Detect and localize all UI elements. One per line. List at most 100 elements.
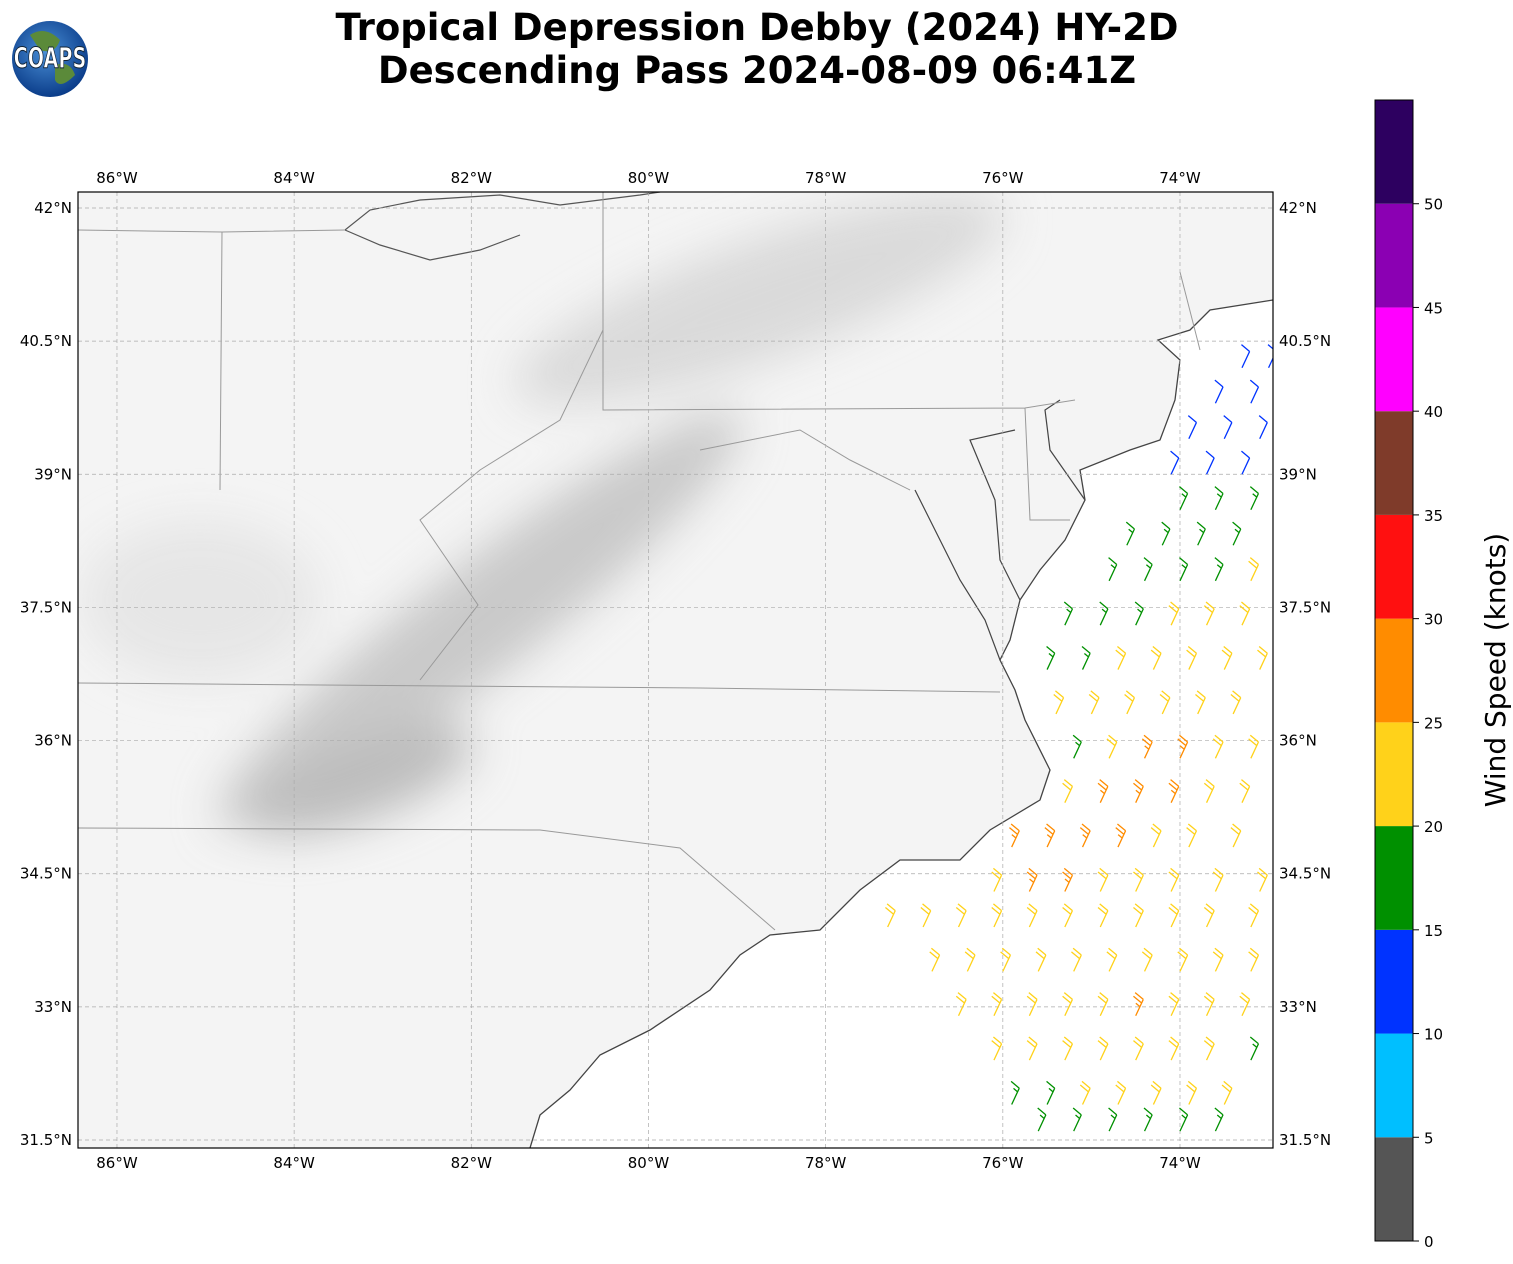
wind-barb [1037,1107,1047,1132]
wind-barb [1106,947,1118,972]
wind-barb [1106,734,1118,759]
wind-barb [1046,1080,1056,1105]
wind-barb [1212,734,1224,759]
colorbar-segment [1375,307,1413,412]
wind-barb [1223,415,1233,440]
wind-barb [1186,1080,1198,1105]
wind-barb [1088,690,1100,715]
lat-tick-label: 36°N [1279,732,1317,750]
wind-barb [1203,601,1215,626]
wind-barb [1177,734,1189,759]
wind-barb [1115,645,1127,670]
lon-tick-label: 82°W [451,169,493,187]
lon-tick-label: 78°W [805,169,847,187]
wind-barb [1179,486,1189,511]
wind-barb [1214,557,1224,582]
coastline [529,299,1273,1148]
wind-barb [1177,947,1189,972]
colorbar-tick-label: 45 [1424,299,1443,317]
wind-barb [991,867,1003,892]
lon-tick-label: 86°W [96,169,138,187]
lon-tick-label: 86°W [96,1154,138,1172]
wind-barb [929,947,941,972]
wind-barb [1248,903,1260,928]
logo-land [30,31,75,84]
wind-barb [1097,992,1109,1017]
colorbar-segment [1375,203,1413,308]
wind-barb [1239,779,1251,803]
wind-barb [1079,1080,1091,1105]
wind-barb [1257,867,1268,892]
colorbar: 0 5 10 15 20 25 30 35 40 45 50 [1374,99,1443,1251]
wind-barb [1000,947,1012,972]
wind-barb [1214,1107,1224,1132]
wind-barb [1214,379,1224,404]
wind-barb [1150,645,1162,670]
wind-barb [1134,601,1144,626]
wind-barb [1026,1036,1038,1061]
wind-barb [1195,690,1206,715]
lon-tick-label: 80°W [628,1154,670,1172]
wind-barb [1212,867,1224,892]
colorbar-tick-label: 0 [1424,1233,1434,1251]
colorbar-segment [1375,514,1413,619]
wind-barb [1221,645,1233,670]
wind-barb [920,903,932,928]
wind-barb [1170,450,1180,475]
wind-barb [1168,1036,1180,1061]
wind-barb [1124,690,1136,715]
colorbar-segment [1375,826,1413,930]
wind-barb [1168,992,1180,1017]
wind-barb [1168,867,1180,892]
colorbar-segment [1375,722,1413,827]
wind-barb [1212,947,1224,972]
lat-tick-label: 33°N [1279,998,1317,1016]
lon-tick-label: 80°W [628,169,670,187]
colorbar-segment [1375,411,1413,515]
wind-barb [1063,601,1074,626]
colorbar-segment [1375,1033,1413,1138]
wind-barb [1203,903,1215,928]
wind-barb [1108,1107,1118,1132]
wind-barb [1203,779,1215,803]
colorbar-tick-label: 30 [1424,611,1443,629]
wind-barb [955,992,967,1017]
lon-tick-label: 74°W [1159,169,1201,187]
wind-barb [1214,486,1224,511]
colorbar-tick-label: 5 [1424,1129,1434,1147]
wind-barb [1053,690,1065,715]
wind-barb [1133,1036,1144,1061]
axis-labels: 86°W 86°W 84°W 84°W 82°W 82°W 80°W 80°W 78°W 78°W… [20,169,1331,1172]
wind-barb [1249,379,1260,404]
wind-barb [1179,557,1189,582]
wind-barb [1141,947,1153,972]
wind-barb [1062,867,1074,892]
wind-barb [1046,645,1056,670]
wind-barb [1241,450,1251,475]
colorbar-tick-label: 40 [1424,403,1443,421]
wind-barb [1072,734,1082,759]
lat-tick-label: 40.5°N [1279,332,1331,350]
wind-barb [1203,1036,1215,1061]
wind-barb [1168,903,1180,928]
wind-barb [1150,823,1162,848]
wind-barb [1097,779,1109,803]
wind-barb [1133,992,1144,1017]
title-line: Tropical Depression Debby (2024) HY-2D [335,6,1178,49]
lake-shore [344,192,661,261]
colorbar-tick-label: 20 [1424,818,1443,836]
bay-shore [914,399,1086,661]
wind-barb [1239,992,1251,1017]
wind-barb [1187,415,1198,440]
wind-barb [1168,779,1180,803]
wind-barb [1133,903,1144,928]
lat-tick-label: 42°N [34,199,72,217]
logo-text: COAPS [14,41,87,75]
map-frame [77,191,1274,1149]
lat-tick-label: 34.5°N [20,865,72,883]
wind-barb [1081,645,1091,670]
title-line: Descending Pass 2024-08-09 06:41Z [378,49,1136,92]
wind-barb [1249,1036,1260,1061]
colorbar-segment [1375,929,1413,1034]
